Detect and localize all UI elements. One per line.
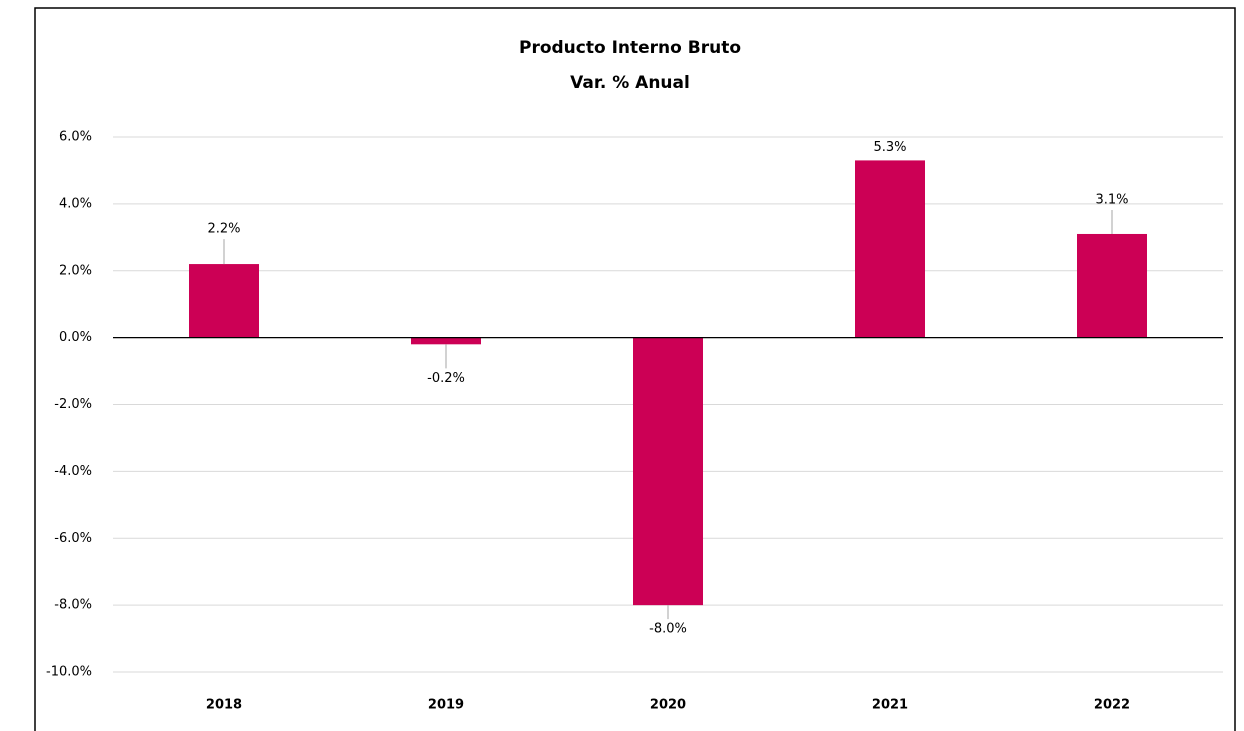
bar [633,337,703,606]
data-label: 5.3% [873,140,906,155]
chart-title: Producto Interno Bruto [519,38,741,58]
data-label: 2.2% [207,222,240,237]
y-tick-label: 6.0% [59,130,92,145]
y-tick-label: -6.0% [54,531,92,546]
y-tick-label: -10.0% [46,665,92,680]
y-tick-label: -2.0% [54,397,92,412]
data-label: -8.0% [649,622,687,637]
x-tick-label: 2021 [872,698,908,713]
y-tick-label: -4.0% [54,464,92,479]
y-tick-label: 4.0% [59,196,92,211]
bar [411,337,481,345]
x-tick-label: 2018 [206,698,242,713]
x-tick-label: 2019 [428,698,464,713]
y-tick-label: -8.0% [54,598,92,613]
x-tick-label: 2022 [1094,698,1130,713]
data-label: -0.2% [427,371,465,386]
bar [855,160,925,338]
bar [1077,233,1147,338]
bar [189,264,259,338]
chart-subtitle: Var. % Anual [570,73,690,93]
y-tick-label: 0.0% [59,330,92,345]
x-tick-label: 2020 [650,698,686,713]
y-tick-label: 2.0% [59,263,92,278]
data-label: 3.1% [1095,192,1128,207]
